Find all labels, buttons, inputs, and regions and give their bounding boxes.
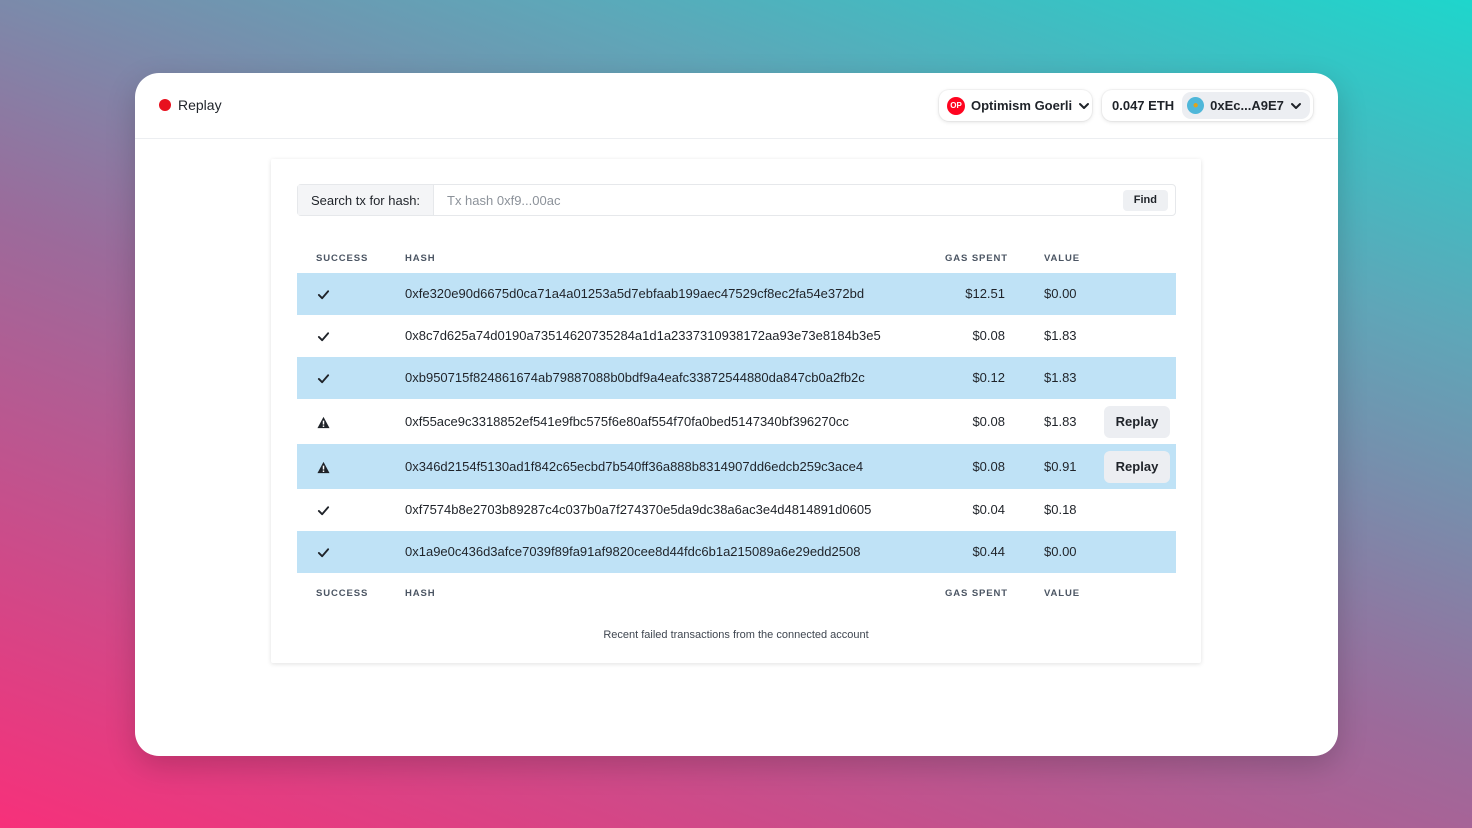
tx-value: $0.00 [1044, 286, 1077, 301]
tx-hash: 0x8c7d625a74d0190a73514620735284a1d1a233… [405, 328, 881, 343]
search-label: Search tx for hash: [298, 185, 434, 215]
avatar-icon: ● [1187, 97, 1205, 114]
tx-value: $0.18 [1044, 502, 1077, 517]
network-selector[interactable]: OP Optimism Goerli [939, 90, 1092, 121]
table-footer-header: SUCCESS HASH GAS SPENT VALUE [297, 578, 1176, 608]
gas-spent: $0.04 [972, 502, 1005, 517]
header-gas: GAS SPENT [945, 253, 1008, 264]
tx-value: $1.83 [1044, 328, 1077, 343]
checkmark-icon [317, 548, 330, 558]
gas-spent: $12.51 [965, 286, 1005, 301]
address-chip[interactable]: ● 0xEc...A9E7 [1182, 92, 1310, 119]
eth-balance: 0.047 ETH [1112, 98, 1175, 113]
search-bar: Search tx for hash: Find [297, 184, 1176, 216]
table-row[interactable]: 0x1a9e0c436d3afce7039f89fa91af9820cee8d4… [297, 531, 1176, 573]
footer-header-hash: HASH [405, 588, 436, 599]
wallet-address: 0xEc...A9E7 [1210, 98, 1284, 113]
checkmark-icon [317, 374, 330, 384]
footer-header-gas: GAS SPENT [945, 588, 1008, 599]
checkmark-icon [317, 290, 330, 300]
brand[interactable]: Replay [159, 97, 222, 113]
tx-hash: 0xf7574b8e2703b89287c4c037b0a7f274370e5d… [405, 502, 872, 517]
checkmark-icon [317, 506, 330, 516]
table-row[interactable]: 0xf55ace9c3318852ef541e9fbc575f6e80af554… [297, 399, 1176, 444]
optimism-logo-icon: OP [947, 96, 965, 115]
warning-icon [317, 461, 330, 473]
footer-note: Recent failed transactions from the conn… [603, 629, 869, 641]
gas-spent: $0.12 [972, 370, 1005, 385]
table-row[interactable]: 0xf7574b8e2703b89287c4c037b0a7f274370e5d… [297, 489, 1176, 531]
tx-value: $1.83 [1044, 370, 1077, 385]
search-input[interactable] [434, 191, 1123, 209]
tx-value: $0.91 [1044, 458, 1077, 474]
footer-header-value: VALUE [1044, 588, 1080, 599]
top-bar: Replay OP Optimism Goerli 0.047 ETH ● 0x… [135, 73, 1338, 139]
gas-spent: $0.08 [972, 328, 1005, 343]
table-row[interactable]: 0xb950715f824861674ab79887088b0bdf9a4eaf… [297, 357, 1176, 399]
gas-spent: $0.08 [972, 413, 1005, 429]
app-name: Replay [178, 97, 222, 113]
header-hash: HASH [405, 253, 436, 264]
tx-value: $1.83 [1044, 413, 1077, 429]
gas-spent: $0.44 [972, 544, 1005, 559]
table-row[interactable]: 0x346d2154f5130ad1f842c65ecbd7b540ff36a8… [297, 444, 1176, 489]
header-value: VALUE [1044, 253, 1080, 264]
account-button[interactable]: 0.047 ETH ● 0xEc...A9E7 [1102, 90, 1313, 121]
warning-icon [317, 416, 330, 428]
find-button[interactable]: Find [1122, 189, 1168, 211]
app-window: Replay OP Optimism Goerli 0.047 ETH ● 0x… [135, 73, 1338, 756]
header-success: SUCCESS [316, 253, 369, 264]
checkmark-icon [317, 332, 330, 342]
table-header: SUCCESS HASH GAS SPENT VALUE [297, 243, 1176, 273]
tx-hash: 0x1a9e0c436d3afce7039f89fa91af9820cee8d4… [405, 544, 861, 559]
replay-button[interactable]: Replay [1104, 450, 1170, 483]
transactions-table: 0xfe320e90d6675d0ca71a4a01253a5d7ebfaab1… [297, 273, 1176, 573]
transactions-card: Search tx for hash: Find SUCCESS HASH GA… [271, 159, 1201, 663]
tx-hash: 0xf55ace9c3318852ef541e9fbc575f6e80af554… [405, 413, 849, 429]
tx-hash: 0xfe320e90d6675d0ca71a4a01253a5d7ebfaab1… [405, 286, 865, 301]
replay-button[interactable]: Replay [1104, 405, 1170, 438]
tx-value: $0.00 [1044, 544, 1077, 559]
chevron-down-icon [1079, 102, 1090, 109]
table-row[interactable]: 0x8c7d625a74d0190a73514620735284a1d1a233… [297, 315, 1176, 357]
record-dot-icon [159, 99, 171, 111]
network-label: Optimism Goerli [971, 98, 1073, 113]
table-row[interactable]: 0xfe320e90d6675d0ca71a4a01253a5d7ebfaab1… [297, 273, 1176, 315]
gas-spent: $0.08 [972, 458, 1005, 474]
tx-hash: 0x346d2154f5130ad1f842c65ecbd7b540ff36a8… [405, 458, 864, 474]
tx-hash: 0xb950715f824861674ab79887088b0bdf9a4eaf… [405, 370, 865, 385]
chevron-down-icon [1290, 102, 1301, 109]
footer-header-success: SUCCESS [316, 588, 369, 599]
